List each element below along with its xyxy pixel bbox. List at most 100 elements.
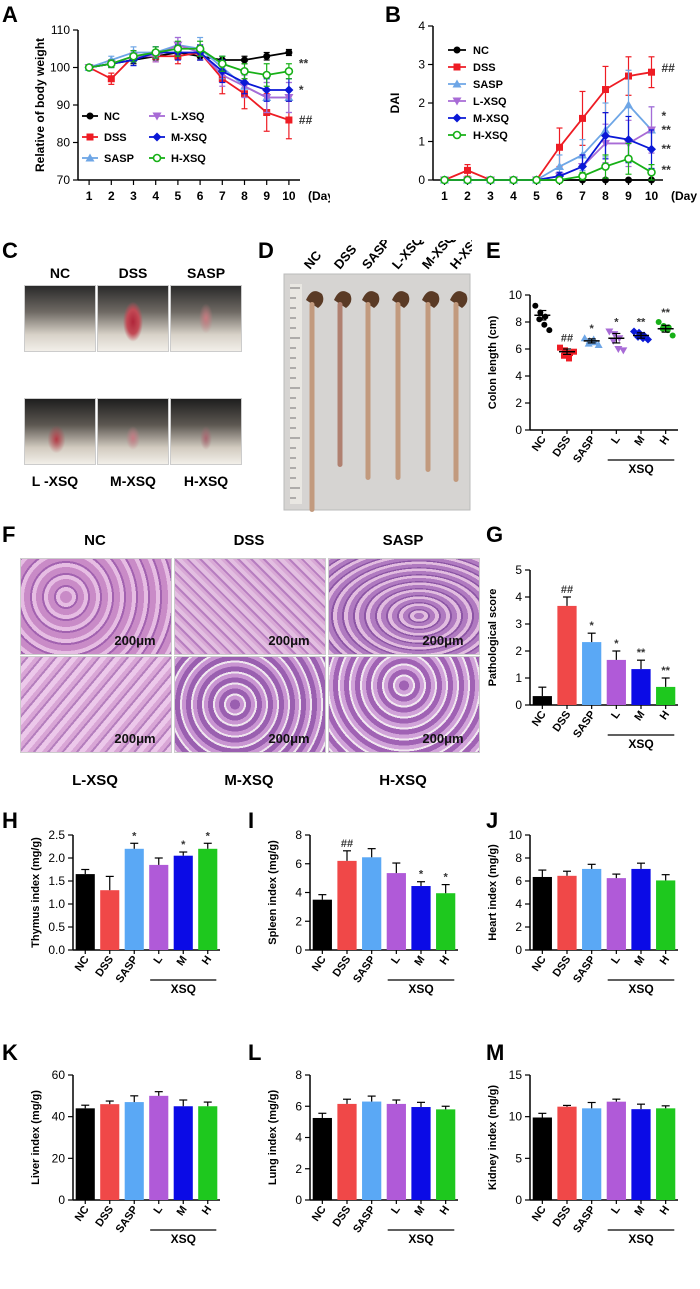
- scale-bar-label: 200μm: [268, 633, 310, 648]
- data-point: [647, 168, 656, 177]
- panel-label-f: F: [2, 522, 16, 547]
- bar-dss: ##: [337, 838, 357, 950]
- scale-bar-label: 200μm: [422, 633, 464, 648]
- colon-segment: [365, 302, 371, 480]
- cecum: [392, 291, 410, 308]
- y-tick-label: 0: [515, 1193, 522, 1207]
- x-tick-label: 10: [282, 189, 296, 203]
- bar: [386, 1103, 406, 1200]
- x-tick-label: 7: [579, 189, 586, 203]
- panel-label-i: I: [248, 808, 255, 833]
- y-axis-label: Kidney index (mg/g): [487, 1085, 499, 1190]
- bar: [75, 874, 95, 950]
- bar-l: [149, 1091, 169, 1200]
- data-point: [107, 75, 115, 83]
- cecum: [450, 291, 468, 308]
- data-point: [578, 162, 587, 172]
- panel-label-a: A: [2, 2, 18, 27]
- photo-mouse-l-xsq: [24, 398, 96, 465]
- bar: [411, 1107, 431, 1200]
- bar-sasp: [362, 1095, 382, 1200]
- data-point: [566, 355, 572, 362]
- data-point: [262, 85, 272, 95]
- photo-c-label-sasp: SASP: [186, 265, 226, 281]
- colon-segment: [425, 302, 431, 472]
- significance-mark: ##: [561, 584, 573, 596]
- x-tick-label: 4: [510, 189, 517, 203]
- x-tick-label: H: [658, 709, 672, 722]
- photo-d-label: NC: [301, 247, 325, 271]
- bar-dss: [557, 870, 577, 950]
- bar-l: [386, 862, 406, 950]
- y-tick-label: 0: [295, 1193, 302, 1207]
- significance-mark: *: [299, 83, 304, 97]
- bar: [582, 642, 602, 705]
- y-tick-label: 3: [418, 58, 425, 72]
- group-label: XSQ: [171, 1232, 196, 1246]
- x-tick-label: 6: [197, 189, 204, 203]
- significance-mark: *: [206, 830, 211, 842]
- y-axis-label: Spleen index (mg/g): [267, 840, 279, 945]
- panel-label-j: J: [486, 808, 499, 833]
- data-point: [173, 44, 183, 54]
- bar-m: **: [631, 647, 651, 705]
- bar: [75, 1108, 95, 1200]
- x-tick-label: L: [152, 1204, 166, 1217]
- data-point: [609, 337, 618, 345]
- y-tick-label: 4: [295, 886, 302, 900]
- y-tick-label: 10: [509, 1110, 523, 1124]
- data-point: [284, 66, 294, 76]
- data-point: [532, 175, 541, 185]
- series-line: [444, 157, 652, 181]
- x-tick-label: H: [200, 1204, 214, 1217]
- photo-c-label-nc: NC: [49, 265, 71, 281]
- bar: [557, 1106, 577, 1200]
- bar: [656, 1108, 676, 1200]
- bar: [582, 1108, 602, 1200]
- y-axis-label: DAI: [388, 93, 402, 114]
- significance-mark: *: [444, 872, 449, 884]
- histo-image-l-xsq: [20, 656, 172, 753]
- cecum: [334, 291, 352, 308]
- bar-h: **: [656, 665, 676, 705]
- histo-image-dss: [174, 558, 326, 655]
- x-tick-label: SASP: [571, 1204, 598, 1235]
- significance-mark: **: [637, 647, 646, 659]
- y-tick-label: 8: [515, 851, 522, 865]
- colon-segment: [337, 302, 343, 467]
- data-point: [648, 68, 655, 76]
- legend-marker: [152, 153, 162, 163]
- y-tick-label: 1: [418, 135, 425, 149]
- data-point: [107, 59, 116, 69]
- significance-mark: ##: [662, 61, 676, 75]
- x-tick-label: SASP: [571, 954, 598, 985]
- bar-l: [606, 873, 626, 950]
- x-tick-label: NC: [530, 434, 549, 454]
- bar-m: *: [411, 869, 431, 950]
- data-point: [241, 56, 248, 64]
- data-point: [263, 52, 271, 60]
- group-label: XSQ: [628, 737, 653, 751]
- y-tick-label: 2.5: [48, 828, 65, 842]
- legend-marker: [452, 113, 462, 123]
- y-tick-label: 0.5: [48, 920, 65, 934]
- y-tick-label: 6: [295, 857, 302, 871]
- x-tick-label: L: [152, 954, 166, 967]
- x-axis-label: (Day: [671, 189, 697, 203]
- significance-mark: **: [662, 163, 672, 177]
- histo-label-sasp: SASP: [382, 532, 424, 549]
- data-point: [562, 347, 568, 354]
- bar-nc: [75, 868, 95, 950]
- colon-segment: [453, 302, 459, 482]
- data-point: [285, 49, 293, 56]
- x-tick-label: 9: [625, 189, 632, 203]
- histo-image-sasp: [328, 558, 480, 655]
- y-tick-label: 0: [515, 698, 522, 712]
- data-point: [555, 162, 564, 171]
- data-point: [669, 332, 676, 339]
- bar: [656, 880, 676, 950]
- bar: [173, 855, 193, 950]
- panel-label-e: E: [486, 238, 501, 263]
- significance-mark: *: [662, 109, 667, 123]
